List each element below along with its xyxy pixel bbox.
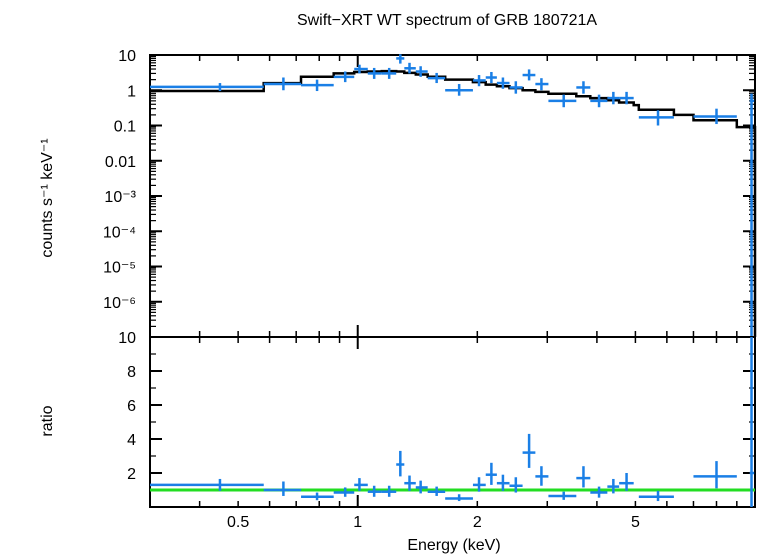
spectrum-data-point [509,81,523,94]
spectrum-data-point [354,64,368,74]
ratio-data-point [485,462,497,485]
ratio-data-point [415,480,428,494]
ratio-data-point [263,481,302,496]
spectrum-y-tick-label: 10 [118,48,136,65]
ratio-data-point [535,466,549,486]
spectrum-data-point [535,78,549,91]
chart-title: Swift−XRT WT spectrum of GRB 180721A [297,12,597,29]
ratio-data-point [619,473,634,491]
spectrum-data-point [607,91,620,105]
ratio-data-point [522,433,536,468]
spectrum-data-point [404,62,416,74]
ratio-y-tick-label: 6 [127,398,136,415]
spectrum-data-point [301,79,334,92]
ratio-data-point [354,478,368,491]
spectrum-data-point [485,71,497,84]
spectrum-data-point [381,67,397,79]
x-tick-label: 1 [353,514,362,531]
ratio-data-point [693,461,737,489]
spectrum-data-point [427,72,446,84]
spectrum-frame [149,54,756,338]
spectrum-panel: 10 1 0.1 0.01 10⁻³ 10⁻⁴ 10⁻⁵ 10⁻⁶ [103,48,757,338]
spectrum-data-point [576,81,591,94]
spectrum-y-tick-label: 1 [127,83,136,100]
spectrum-data-point [638,110,674,126]
model-step-line [150,69,757,337]
spectrum-y-tick-label: 0.1 [114,119,136,136]
ratio-data-point [404,475,416,491]
spectrum-data-point [367,67,382,79]
ratio-data-point [381,485,397,497]
ratio-y-tick-label: 4 [127,432,136,449]
ratio-data-point [396,450,405,477]
ratio-data-point [749,337,755,507]
spectrum-data-point [472,75,486,87]
ratio-frame [149,336,756,508]
ratio-y-tick-label: 2 [127,466,136,483]
ratio-panel: 0.5 1 2 5 10 8 6 4 2 [118,330,756,531]
ratio-data-point [150,478,264,491]
spectrum-data-point [445,84,473,96]
spectrum-y-tick-label: 10⁻⁶ [103,295,136,312]
spectrum-data-point [619,91,634,105]
y-axis-label-ratio: ratio [39,405,56,436]
spectrum-y-tick-label: 10⁻⁴ [103,224,136,241]
spectrum-y-tick-label: 10⁻³ [104,189,136,206]
spectrum-data-point [396,54,405,64]
ratio-data-point [496,474,510,491]
spectrum-data-point [590,94,608,108]
x-tick-label: 5 [631,514,640,531]
ratio-data-point [509,477,523,493]
spectrum-data-point [263,77,302,91]
spectrum-data-point [150,83,264,92]
ratio-data-point [590,486,608,498]
y-axis-label-spectrum: counts s⁻¹ keV⁻¹ [39,138,56,257]
spectrum-y-tick-label: 0.01 [105,154,136,171]
x-axis-label: Energy (keV) [407,537,500,554]
spectrum-data-point [333,71,355,83]
ratio-data-point [333,487,355,497]
ratio-data-point [445,494,473,502]
spectrum-data-point [749,93,755,337]
x-tick-label: 0.5 [227,514,249,531]
ratio-data-point [548,491,577,500]
ratio-y-tick-label: 8 [127,364,136,381]
ratio-data-point [427,486,446,496]
ratio-data-point [472,477,486,492]
ratio-data-point [367,485,382,497]
ratio-data-point [638,490,674,502]
spectrum-data-point [693,108,737,125]
ratio-y-tick-label: 10 [118,330,136,347]
spectrum-y-tick-label: 10⁻⁵ [103,260,136,277]
ratio-data-point [301,492,334,501]
ratio-data-point [607,478,620,494]
spectrum-data-point [522,69,536,81]
x-tick-label: 2 [473,514,482,531]
spectrum-data-point [496,77,510,89]
spectrum-data-point [548,94,577,108]
spectrum-data-point [415,66,428,77]
ratio-data-point [576,466,591,488]
